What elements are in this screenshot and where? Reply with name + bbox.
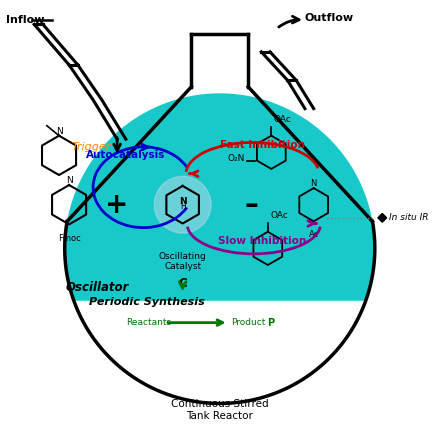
Text: Ac: Ac	[308, 230, 319, 239]
Circle shape	[154, 176, 211, 233]
Text: Fmoc: Fmoc	[58, 235, 81, 243]
Text: O₂N: O₂N	[228, 154, 245, 163]
Text: OAc: OAc	[270, 211, 288, 220]
Text: OAc: OAc	[274, 115, 291, 124]
Text: Oscillator: Oscillator	[66, 281, 129, 294]
Text: N: N	[311, 179, 317, 188]
Polygon shape	[65, 93, 375, 301]
Text: Fast Inhibition: Fast Inhibition	[220, 140, 305, 150]
Text: C: C	[178, 277, 187, 290]
Text: Continuous Stirred
Tank Reactor: Continuous Stirred Tank Reactor	[171, 399, 268, 421]
Text: Reactants: Reactants	[126, 318, 171, 327]
Text: Product: Product	[231, 318, 265, 327]
Text: N: N	[66, 176, 73, 185]
Text: +: +	[106, 191, 129, 219]
Text: Trigger: Trigger	[71, 142, 110, 152]
Polygon shape	[378, 213, 387, 222]
Text: N: N	[56, 127, 62, 136]
Text: H: H	[180, 202, 186, 211]
Text: In situ IR: In situ IR	[389, 213, 429, 222]
Text: Periodic Synthesis: Periodic Synthesis	[89, 297, 205, 307]
Text: Oscillating
Catalyst: Oscillating Catalyst	[159, 252, 206, 271]
Text: N: N	[179, 197, 187, 206]
Text: Outflow: Outflow	[305, 13, 354, 23]
Text: Autocatalysis: Autocatalysis	[86, 150, 165, 160]
Text: Slow Inhibition: Slow Inhibition	[218, 236, 307, 246]
Text: P: P	[267, 318, 274, 328]
Text: –: –	[244, 191, 258, 219]
Text: Inflow: Inflow	[6, 15, 44, 25]
